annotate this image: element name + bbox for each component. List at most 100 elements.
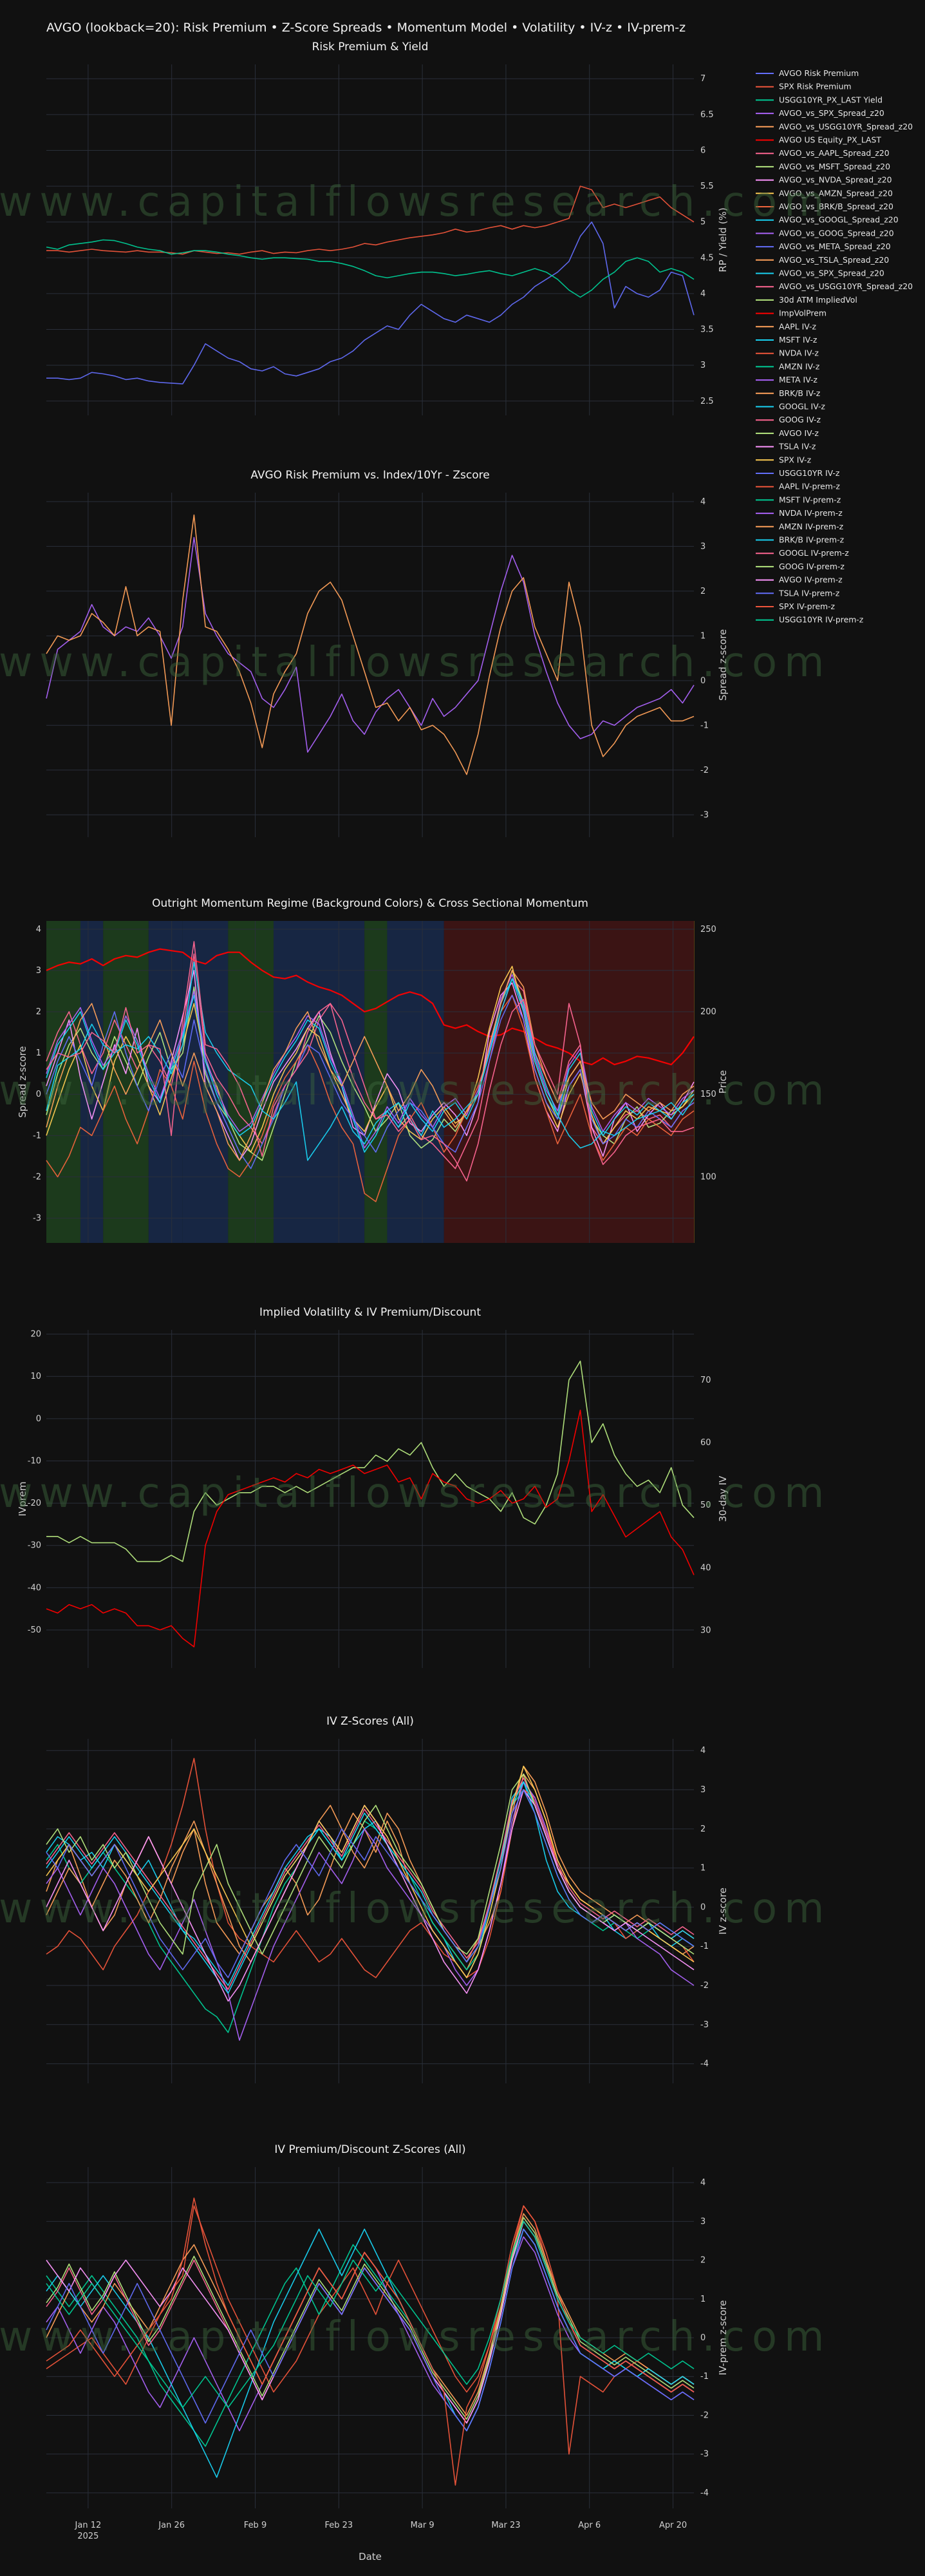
legend-item[interactable]: AVGO US Equity_PX_LAST bbox=[756, 135, 881, 145]
y-right-tick-label: 2 bbox=[700, 1824, 705, 1834]
series-line-1 bbox=[46, 536, 695, 753]
x-tick-label: Feb 9 bbox=[244, 2521, 266, 2530]
y-right-tick-label: -3 bbox=[700, 2020, 709, 2030]
legend-label: SPX IV-z bbox=[779, 455, 811, 464]
legend-item[interactable]: AVGO IV-z bbox=[756, 428, 819, 438]
y-right-tick-label: 3.5 bbox=[700, 325, 714, 335]
y-left-axis-title: IVprem bbox=[17, 1482, 28, 1517]
legend-item[interactable]: AVGO_vs_MSFT_Spread_z20 bbox=[756, 162, 890, 171]
legend-item[interactable]: SPX Risk Premium bbox=[756, 82, 852, 91]
x-tick-label: Feb 23 bbox=[324, 2521, 353, 2530]
legend-label: AVGO IV-z bbox=[779, 428, 819, 438]
legend-label: MSFT IV-prem-z bbox=[779, 495, 841, 504]
y-right-tick-label: -2 bbox=[700, 1981, 709, 1991]
y-left-tick-label: 3 bbox=[36, 966, 41, 976]
legend-item[interactable]: AVGO_vs_GOOG_Spread_z20 bbox=[756, 228, 894, 238]
legend-item[interactable]: USGG10YR_PX_LAST Yield bbox=[756, 95, 883, 104]
legend-item[interactable]: NVDA IV-z bbox=[756, 348, 819, 358]
legend-label: AVGO_vs_USGG10YR_Spread_z20 bbox=[779, 281, 913, 291]
legend-item[interactable]: META IV-z bbox=[756, 375, 818, 384]
y-right-tick-label: 7 bbox=[700, 74, 705, 84]
legend-item[interactable]: GOOG IV-prem-z bbox=[756, 562, 845, 571]
y-right-tick-label: 200 bbox=[700, 1007, 716, 1017]
legend-item[interactable]: AVGO_vs_AAPL_Spread_z20 bbox=[756, 148, 890, 158]
series-line-11 bbox=[46, 961, 695, 1161]
legend-item[interactable]: 30d ATM ImpliedVol bbox=[756, 295, 857, 305]
legend-item[interactable]: GOOGL IV-z bbox=[756, 402, 825, 412]
legend-item[interactable]: AVGO_vs_USGG10YR_Spread_z20 bbox=[756, 281, 913, 291]
legend-item[interactable]: SPX IV-z bbox=[756, 455, 811, 464]
x-tick-label-line: Feb 23 bbox=[324, 2521, 353, 2530]
panel-title: IV Z-Scores (All) bbox=[326, 1715, 414, 1728]
legend-item[interactable]: TSLA IV-prem-z bbox=[756, 588, 839, 598]
legend-item[interactable]: AVGO_vs_TSLA_Spread_z20 bbox=[756, 255, 889, 265]
legend-item[interactable]: MSFT IV-prem-z bbox=[756, 495, 841, 504]
legend-item[interactable]: AAPL IV-prem-z bbox=[756, 482, 840, 491]
legend-item[interactable]: AVGO Risk Premium bbox=[756, 68, 859, 78]
legend-item[interactable]: AMZN IV-z bbox=[756, 361, 819, 371]
x-tick-label-line: Feb 9 bbox=[244, 2521, 266, 2530]
y-right-tick-label: 5 bbox=[700, 218, 705, 227]
y-left-tick-label: 0 bbox=[36, 1414, 41, 1424]
x-tick-label-line: Jan 12 bbox=[75, 2521, 102, 2530]
y-right-tick-label: 70 bbox=[700, 1376, 711, 1385]
legend-item[interactable]: AMZN IV-prem-z bbox=[756, 522, 843, 531]
legend-item[interactable]: BRK/B IV-z bbox=[756, 388, 820, 398]
legend-item[interactable]: TSLA IV-z bbox=[756, 442, 816, 451]
legend-item[interactable]: NVDA IV-prem-z bbox=[756, 508, 843, 518]
legend-label: AVGO IV-prem-z bbox=[779, 575, 843, 585]
legend-label: AVGO_vs_GOOGL_Spread_z20 bbox=[779, 215, 899, 225]
regime-band-1 bbox=[46, 921, 80, 1243]
legend-item[interactable]: GOOGL IV-prem-z bbox=[756, 548, 849, 558]
y-right-tick-label: 0 bbox=[700, 1902, 705, 1912]
legend[interactable]: AVGO Risk Premium SPX Risk Premium USGG10Y… bbox=[756, 68, 913, 625]
legend-item[interactable]: AVGO_vs_SPX_Spread_z20 bbox=[756, 108, 884, 118]
y-right-tick-label: 6 bbox=[700, 146, 705, 155]
legend-item[interactable]: AVGO IV-prem-z bbox=[756, 575, 843, 585]
series-line-1 bbox=[46, 948, 695, 1066]
y-right-tick-label: 30 bbox=[700, 1626, 711, 1636]
x-tick-label-line: Mar 9 bbox=[411, 2521, 434, 2530]
legend-label: AVGO US Equity_PX_LAST bbox=[779, 135, 881, 145]
legend-item[interactable]: SPX IV-prem-z bbox=[756, 601, 835, 611]
legend-label: NVDA IV-z bbox=[779, 348, 819, 358]
y-right-tick-label: 1 bbox=[700, 2295, 705, 2304]
legend-item[interactable]: AAPL IV-z bbox=[756, 321, 816, 331]
panels: Risk Premium & Yield 2.5 3 3.5 4 4.5 5 5.5 6 6.5 7… bbox=[17, 41, 729, 2562]
legend-item[interactable]: AVGO_vs_META_Spread_z20 bbox=[756, 242, 891, 251]
x-tick-label: Jan 12 2025 bbox=[75, 2521, 102, 2541]
y-right-tick-label: 4 bbox=[700, 289, 705, 299]
legend-label: GOOGL IV-prem-z bbox=[779, 548, 849, 558]
legend-label: AVGO_vs_AMZN_Spread_z20 bbox=[779, 188, 893, 198]
legend-label: ImpVolPrem bbox=[779, 308, 827, 318]
legend-item[interactable]: AVGO_vs_NVDA_Spread_z20 bbox=[756, 175, 892, 185]
y-left-tick-label: -10 bbox=[28, 1456, 41, 1466]
y-right-tick-label: 2.5 bbox=[700, 397, 714, 406]
legend-item[interactable]: GOOG IV-z bbox=[756, 415, 821, 424]
legend-item[interactable]: BRK/B IV-prem-z bbox=[756, 535, 844, 545]
series-line-12 bbox=[46, 941, 695, 1182]
legend-item[interactable]: AVGO_vs_SPX_Spread_z20 bbox=[756, 269, 884, 278]
legend-label: AVGO_vs_SPX_Spread_z20 bbox=[779, 108, 884, 118]
legend-item[interactable]: AVGO_vs_BRK/B_Spread_z20 bbox=[756, 202, 893, 211]
panel-title: AVGO Risk Premium vs. Index/10Yr - Zscor… bbox=[250, 469, 489, 482]
series-line-7 bbox=[46, 2217, 695, 2420]
legend-item[interactable]: MSFT IV-z bbox=[756, 335, 817, 345]
legend-label: GOOGL IV-z bbox=[779, 402, 825, 412]
legend-item[interactable]: ImpVolPrem bbox=[756, 308, 827, 318]
legend-item[interactable]: AVGO_vs_USGG10YR_Spread_z20 bbox=[756, 122, 913, 131]
legend-item[interactable]: AVGO_vs_GOOGL_Spread_z20 bbox=[756, 215, 899, 225]
legend-item[interactable]: USGG10YR IV-prem-z bbox=[756, 615, 863, 625]
y-left-tick-label: -2 bbox=[33, 1172, 41, 1182]
y-left-tick-label: -30 bbox=[28, 1541, 41, 1551]
y-right-tick-label: -2 bbox=[700, 766, 709, 775]
y-right-tick-label: 4 bbox=[700, 1746, 705, 1756]
series-line-12 bbox=[46, 1789, 695, 1978]
y-right-tick-label: 3 bbox=[700, 1785, 705, 1795]
y-left-tick-label: 2 bbox=[36, 1007, 41, 1017]
figure-title: AVGO (lookback=20): Risk Premium • Z-Sco… bbox=[46, 21, 686, 35]
legend-item[interactable]: AVGO_vs_AMZN_Spread_z20 bbox=[756, 188, 893, 198]
legend-item[interactable]: USGG10YR IV-z bbox=[756, 468, 839, 478]
y-right-tick-label: 6.5 bbox=[700, 110, 714, 120]
